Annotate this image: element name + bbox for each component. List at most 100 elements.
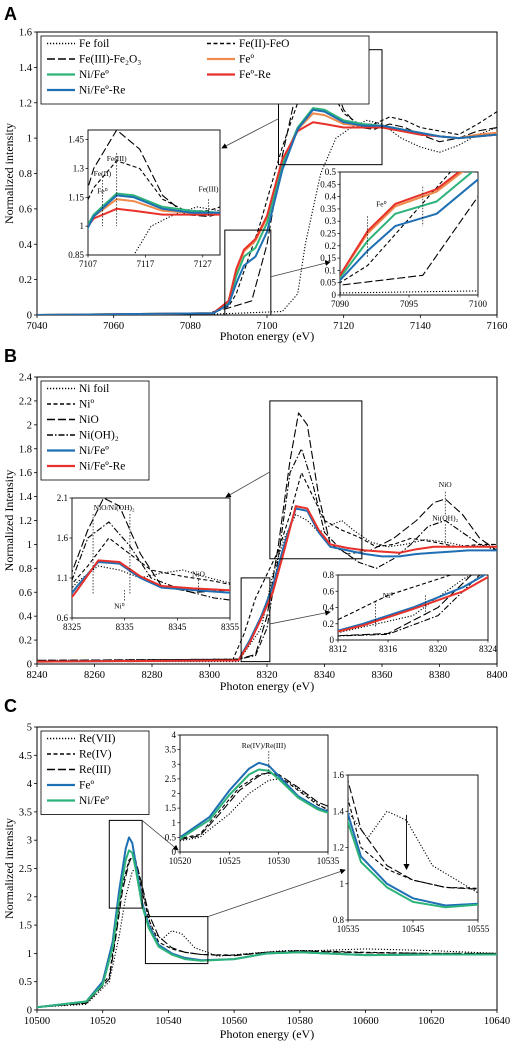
- inset-annotation-label: Re(IV)/Re(III): [242, 741, 287, 750]
- x-tick-label: 10540: [155, 1016, 181, 1027]
- inset-y-tick-label: 1.3: [73, 163, 85, 173]
- inset-x-tick-label: 7090: [331, 299, 350, 309]
- inset-y-tick-label: 0.8: [323, 570, 335, 580]
- y-tick-label: 3.5: [19, 807, 32, 818]
- inset-y-tick-label: 1.5: [165, 803, 177, 813]
- inset-y-tick-label: 3.5: [165, 745, 177, 755]
- y-tick-label: 0.6: [19, 588, 32, 599]
- inset-annotation-label: NiO/Ni(OH)₂: [94, 503, 135, 512]
- y-tick-label: 2: [27, 420, 32, 431]
- inset-x-tick-label: 8345: [168, 622, 187, 632]
- y-tick-label: 3: [27, 836, 32, 847]
- y-tick-label: 1: [27, 949, 32, 960]
- y-tick-label: 5: [27, 723, 32, 734]
- series-line-3: [340, 172, 464, 277]
- legend-entry: NiO: [79, 414, 99, 426]
- y-tick-label: 1: [27, 540, 32, 551]
- legend-entry: Re(III): [79, 764, 111, 776]
- x-tick-label: 10620: [418, 1016, 444, 1027]
- x-tick-label: 8400: [487, 670, 508, 681]
- inset-annotation-label: Ni⁰: [114, 601, 125, 610]
- legend-entry: Ni/Feº-Re: [79, 461, 125, 473]
- panel-b: B 0 0.2 0.4 0.6 0.8 1 1.2 1.4 1.6 1.8 2 2.2 2.4 8240 82…: [2, 346, 508, 693]
- series-line-6: [37, 108, 497, 315]
- inset-y-tick-label: 1.6: [333, 770, 345, 780]
- inset-y-tick-label: 0.5: [325, 167, 337, 177]
- y-tick-label: 2.4: [19, 373, 33, 384]
- series-line-4: [180, 768, 328, 840]
- inset-annotation-label: Fe(II): [94, 169, 112, 178]
- inset-x-tick-label: 8316: [379, 644, 398, 654]
- x-tick-label: 10580: [287, 1016, 313, 1027]
- series-line-6: [88, 194, 220, 230]
- zoom-arrow: [207, 868, 346, 917]
- series-line-1: [37, 856, 497, 1008]
- inset-annotation-label: Fe(III): [199, 185, 219, 194]
- series-line-5: [37, 505, 497, 663]
- inset-x-tick-label: 10525: [218, 856, 241, 866]
- legend-entry: Fe foil: [79, 38, 109, 50]
- inset-annotation-label: NiO: [192, 569, 206, 578]
- inset-y-tick-label: 1.2: [333, 843, 344, 853]
- y-tick-label: 1.4: [19, 492, 33, 503]
- series-line-4: [37, 849, 497, 1009]
- y-tick-label: 1.2: [19, 98, 32, 109]
- zoom-arrow: [225, 471, 271, 498]
- inset-x-tick-label: 7100: [469, 299, 488, 309]
- series-line-4: [72, 561, 230, 595]
- inset-y-tick-label: 0.4: [323, 603, 335, 613]
- inset-y-tick-label: 0.15: [320, 253, 336, 263]
- inset-y-tick-label: 0.25: [320, 229, 336, 239]
- series-line-2: [37, 49, 497, 315]
- y-tick-label: 0.5: [19, 977, 32, 988]
- y-tick-label: 0: [27, 311, 32, 322]
- inset-y-tick-label: 0.85: [68, 250, 84, 260]
- inset-x-tick-label: 7107: [79, 259, 98, 269]
- x-axis-label: Photon energy (eV): [220, 329, 314, 343]
- panel-c: C 0 0.5 1 1.5 2 2.5 3 3.5 4 4.5 5 10500 10520 10540 105…: [2, 696, 510, 1041]
- inset-x-tick-label: 10535: [337, 924, 360, 934]
- legend-entry: Ni/Feº: [79, 795, 109, 807]
- y-axis-label: Normalized intensity: [2, 123, 16, 224]
- panel-label: C: [4, 696, 17, 716]
- zoom-box: [144, 916, 209, 965]
- inset-annotation-label: Fe(III): [107, 154, 127, 163]
- series-line-2: [88, 130, 220, 218]
- y-tick-label: 0.6: [19, 204, 32, 215]
- panel-label: B: [4, 346, 17, 366]
- y-tick-label: 1.6: [19, 28, 32, 39]
- inset-x-tick-label: 10530: [267, 856, 290, 866]
- y-tick-label: 0: [27, 1006, 32, 1017]
- series-line-1: [338, 575, 453, 621]
- inset-y-tick-label: 2: [172, 789, 177, 799]
- annotation-label: NiO: [439, 480, 453, 489]
- x-tick-label: 10500: [24, 1016, 50, 1027]
- inset-x-tick-label: 8335: [116, 622, 135, 632]
- inset-1: 0 0.05 0.1 0.15 0.2 0.25 0.3 0.35 0.4 0.45 0.5 7090…: [320, 167, 488, 309]
- x-tick-label: 7100: [257, 321, 278, 332]
- series-line-4: [338, 575, 487, 632]
- x-tick-label: 8340: [314, 670, 335, 681]
- inset-y-tick-label: 1.45: [68, 135, 84, 145]
- legend-entry: Fe(III)-Fe₂O₃: [79, 54, 141, 66]
- y-tick-label: 1.2: [19, 516, 32, 527]
- annotation-label: Ni(OH)₂: [432, 514, 458, 523]
- zoom-arrow: [141, 820, 179, 851]
- legend-entry: Re(VII): [79, 733, 116, 745]
- legend-entry: Ni/Feº-Re: [79, 85, 125, 97]
- inset-0: 0.85 1 1.15 1.3 1.45 7107 7117 7127 Fe(III) Fe(II…: [68, 129, 221, 269]
- inset-y-tick-label: 0.1: [325, 265, 336, 275]
- legend-entry: Feº: [239, 54, 255, 66]
- y-axis-label: Normalized intensity: [2, 818, 16, 919]
- y-tick-label: 1.8: [19, 444, 32, 455]
- legend-entry: Re(IV): [79, 749, 112, 761]
- inset-frame: [339, 171, 479, 296]
- x-tick-label: 8240: [27, 670, 48, 681]
- y-tick-label: 1.6: [19, 468, 32, 479]
- inset-x-tick-label: 8320: [429, 644, 448, 654]
- series-line-5: [72, 559, 230, 599]
- y-tick-label: 1.4: [19, 63, 33, 74]
- zoom-box: [240, 577, 271, 663]
- y-tick-label: 0.4: [19, 240, 33, 251]
